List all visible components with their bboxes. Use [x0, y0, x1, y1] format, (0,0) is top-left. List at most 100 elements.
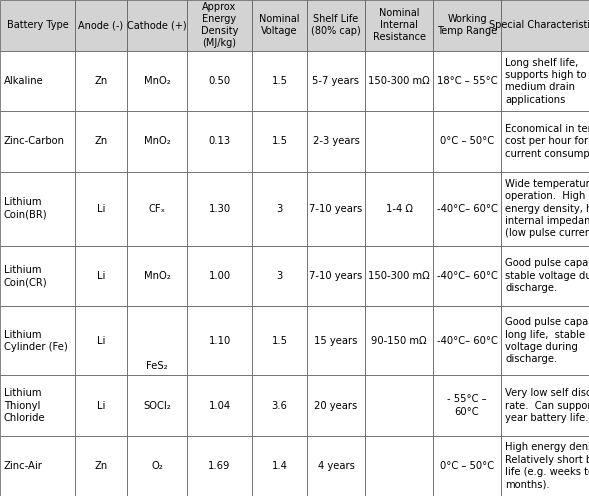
Bar: [0, 436, 75, 496]
Text: 7-10 years: 7-10 years: [309, 203, 363, 214]
Bar: [365, 172, 433, 246]
Text: 1.04: 1.04: [209, 401, 230, 411]
Text: 2-3 years: 2-3 years: [313, 136, 359, 146]
Bar: [307, 0, 365, 51]
Bar: [501, 375, 589, 436]
Text: Li: Li: [97, 336, 105, 346]
Bar: [307, 172, 365, 246]
Text: 4 years: 4 years: [317, 461, 355, 471]
Bar: [433, 436, 501, 496]
Bar: [187, 246, 252, 306]
Bar: [127, 375, 187, 436]
Text: Working
Temp Range: Working Temp Range: [437, 14, 497, 37]
Text: Nominal
Voltage: Nominal Voltage: [259, 14, 300, 37]
Bar: [365, 246, 433, 306]
Text: 3: 3: [276, 271, 283, 281]
Text: 15 years: 15 years: [315, 336, 358, 346]
Text: Li: Li: [97, 271, 105, 281]
Text: Good pulse capability,
long life,  stable
voltage during
discharge.: Good pulse capability, long life, stable…: [505, 317, 589, 364]
Bar: [75, 436, 127, 496]
Text: Approx
Energy
Density
(MJ/kg): Approx Energy Density (MJ/kg): [201, 2, 238, 49]
Text: Lithium
Coin(CR): Lithium Coin(CR): [4, 264, 48, 287]
Text: 1.00: 1.00: [209, 271, 230, 281]
Bar: [433, 0, 501, 51]
Bar: [75, 111, 127, 172]
Bar: [252, 0, 307, 51]
Text: CFₓ: CFₓ: [148, 203, 166, 214]
Text: -40°C– 60°C: -40°C– 60°C: [436, 336, 498, 346]
Text: MnO₂: MnO₂: [144, 136, 170, 146]
Bar: [187, 436, 252, 496]
Bar: [127, 246, 187, 306]
Text: Wide temperature
operation.  High
energy density, high
internal impedance
(low p: Wide temperature operation. High energy …: [505, 179, 589, 239]
Bar: [501, 172, 589, 246]
Text: Lithium
Coin(BR): Lithium Coin(BR): [4, 197, 48, 220]
Bar: [0, 246, 75, 306]
Text: 0.50: 0.50: [209, 76, 230, 86]
Bar: [501, 306, 589, 375]
Bar: [365, 51, 433, 111]
Bar: [501, 111, 589, 172]
Text: -40°C– 60°C: -40°C– 60°C: [436, 203, 498, 214]
Bar: [252, 436, 307, 496]
Bar: [252, 306, 307, 375]
Text: 1.5: 1.5: [272, 76, 287, 86]
Bar: [75, 306, 127, 375]
Text: 1-4 Ω: 1-4 Ω: [386, 203, 412, 214]
Bar: [0, 51, 75, 111]
Text: 150-300 mΩ: 150-300 mΩ: [368, 271, 430, 281]
Bar: [252, 172, 307, 246]
Text: O₂: O₂: [151, 461, 163, 471]
Bar: [127, 306, 187, 375]
Text: Economical in terms of
cost per hour for low
current consumption: Economical in terms of cost per hour for…: [505, 124, 589, 159]
Bar: [307, 246, 365, 306]
Bar: [433, 172, 501, 246]
Bar: [0, 0, 75, 51]
Bar: [127, 111, 187, 172]
Text: Li: Li: [97, 203, 105, 214]
Text: 0.13: 0.13: [209, 136, 230, 146]
Text: Very low self discharge
rate.  Can support 20
year battery life.: Very low self discharge rate. Can suppor…: [505, 388, 589, 423]
Text: SOCl₂: SOCl₂: [143, 401, 171, 411]
Bar: [252, 246, 307, 306]
Text: Cathode (+): Cathode (+): [127, 20, 187, 30]
Text: 1.69: 1.69: [209, 461, 231, 471]
Bar: [433, 246, 501, 306]
Text: High energy density.
Relatively short battery
life (e.g. weeks to
months).: High energy density. Relatively short ba…: [505, 442, 589, 490]
Text: 7-10 years: 7-10 years: [309, 271, 363, 281]
Bar: [307, 111, 365, 172]
Text: 3.6: 3.6: [272, 401, 287, 411]
Text: Lithium
Cylinder (Fe): Lithium Cylinder (Fe): [4, 329, 68, 352]
Text: -40°C– 60°C: -40°C– 60°C: [436, 271, 498, 281]
Bar: [75, 51, 127, 111]
Bar: [307, 51, 365, 111]
Bar: [365, 436, 433, 496]
Text: Battery Type: Battery Type: [6, 20, 68, 30]
Text: 90-150 mΩ: 90-150 mΩ: [371, 336, 427, 346]
Bar: [501, 0, 589, 51]
Bar: [75, 0, 127, 51]
Text: 1.4: 1.4: [272, 461, 287, 471]
Bar: [433, 51, 501, 111]
Bar: [75, 172, 127, 246]
Bar: [0, 375, 75, 436]
Bar: [433, 375, 501, 436]
Bar: [252, 51, 307, 111]
Bar: [365, 375, 433, 436]
Text: 1.5: 1.5: [272, 336, 287, 346]
Text: 1.10: 1.10: [209, 336, 231, 346]
Bar: [187, 0, 252, 51]
Bar: [75, 375, 127, 436]
Bar: [127, 0, 187, 51]
Bar: [365, 111, 433, 172]
Text: Anode (-): Anode (-): [78, 20, 124, 30]
Bar: [307, 436, 365, 496]
Text: 150-300 mΩ: 150-300 mΩ: [368, 76, 430, 86]
Text: Zinc-Carbon: Zinc-Carbon: [4, 136, 65, 146]
Text: Alkaline: Alkaline: [4, 76, 44, 86]
Text: Long shelf life,
supports high to
medium drain
applications: Long shelf life, supports high to medium…: [505, 58, 587, 105]
Text: MnO₂: MnO₂: [144, 271, 170, 281]
Text: Li: Li: [97, 401, 105, 411]
Text: Good pulse capability,
stable voltage during
discharge.: Good pulse capability, stable voltage du…: [505, 258, 589, 293]
Text: 0°C – 50°C: 0°C – 50°C: [440, 461, 494, 471]
